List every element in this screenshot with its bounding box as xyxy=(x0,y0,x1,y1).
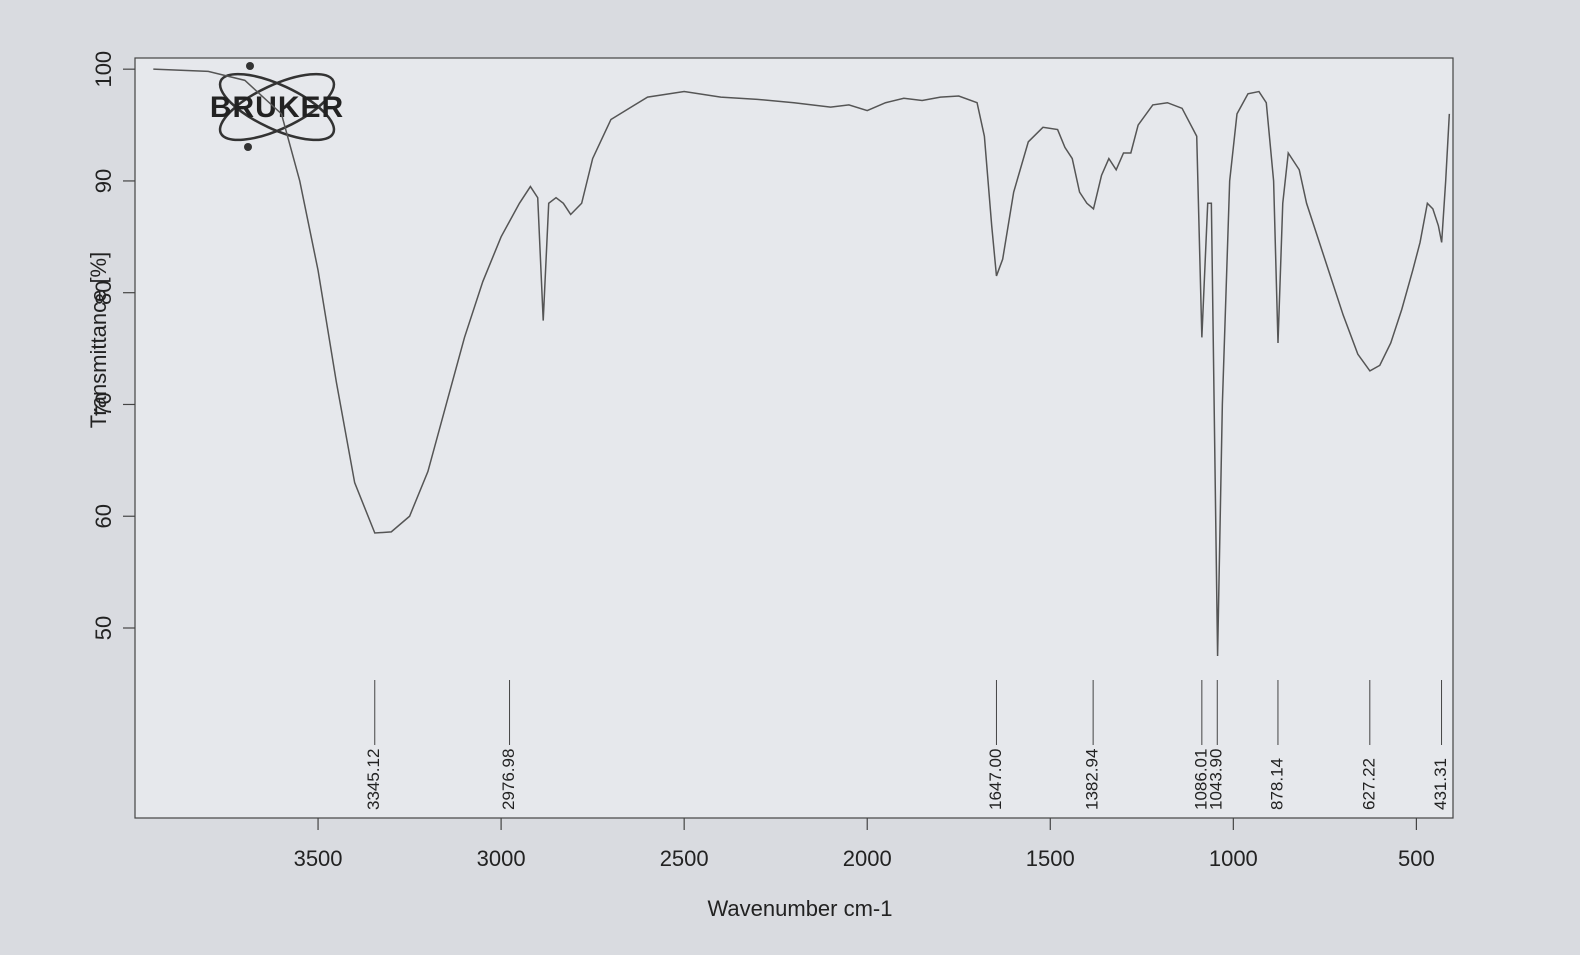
peak-label: 431.31 xyxy=(1431,758,1450,810)
peak-label: 3345.12 xyxy=(364,749,383,810)
plot-frame xyxy=(134,57,1454,819)
peak-label: 2976.98 xyxy=(499,749,518,810)
x-tick-label: 2000 xyxy=(843,846,892,871)
x-tick-label: 1500 xyxy=(1026,846,1075,871)
logo: BRUKER xyxy=(210,62,344,151)
peak-label: 1382.94 xyxy=(1083,749,1102,810)
y-tick-label: 50 xyxy=(91,616,116,640)
x-tick-label: 3000 xyxy=(477,846,526,871)
logo-orbit xyxy=(218,72,336,142)
y-tick-label: 90 xyxy=(91,169,116,193)
peak-label: 1086.01 xyxy=(1191,749,1210,810)
peak-label: 878.14 xyxy=(1267,758,1286,810)
x-tick-label: 3500 xyxy=(294,846,343,871)
logo-text: BRUKER xyxy=(210,91,344,124)
peak-label: 627.22 xyxy=(1359,758,1378,810)
logo-orbit xyxy=(218,72,336,142)
spectrum-line xyxy=(153,68,1451,656)
x-axis-title: Wavenumber cm-1 xyxy=(707,896,892,921)
y-tick-label: 80 xyxy=(91,280,116,304)
y-axis-title: Transmittance [%] xyxy=(86,252,111,428)
x-tick-label: 1000 xyxy=(1209,846,1258,871)
peak-label: 1647.00 xyxy=(986,749,1005,810)
x-tick-label: 500 xyxy=(1398,846,1435,871)
x-tick-label: 2500 xyxy=(660,846,709,871)
y-tick-label: 100 xyxy=(91,51,116,88)
peak-label: 1043.90 xyxy=(1207,749,1226,810)
logo-dot xyxy=(246,62,254,70)
y-tick-label: 60 xyxy=(91,504,116,528)
y-tick-label: 70 xyxy=(91,392,116,416)
logo-dot xyxy=(244,143,252,151)
